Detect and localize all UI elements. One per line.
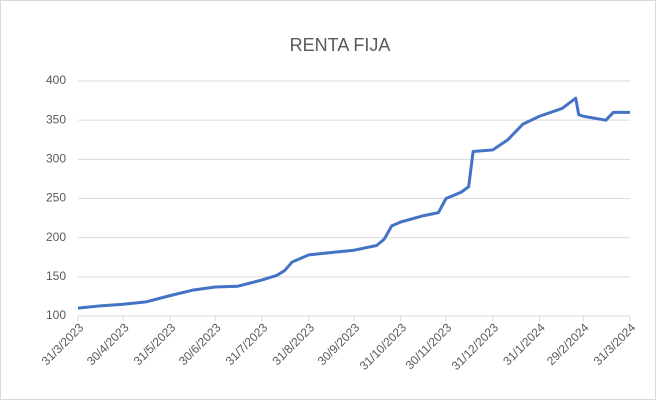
line-series <box>77 96 630 310</box>
y-tick-label: 200 <box>46 230 66 244</box>
y-tick-label: 250 <box>46 191 66 205</box>
y-tick-label: 300 <box>46 152 66 166</box>
y-tick-label: 400 <box>46 73 66 87</box>
y-tick-label: 350 <box>46 112 66 126</box>
y-tick-label: 100 <box>46 308 66 322</box>
y-tick-label: 150 <box>46 269 66 283</box>
chart-title: RENTA FIJA <box>290 35 391 55</box>
